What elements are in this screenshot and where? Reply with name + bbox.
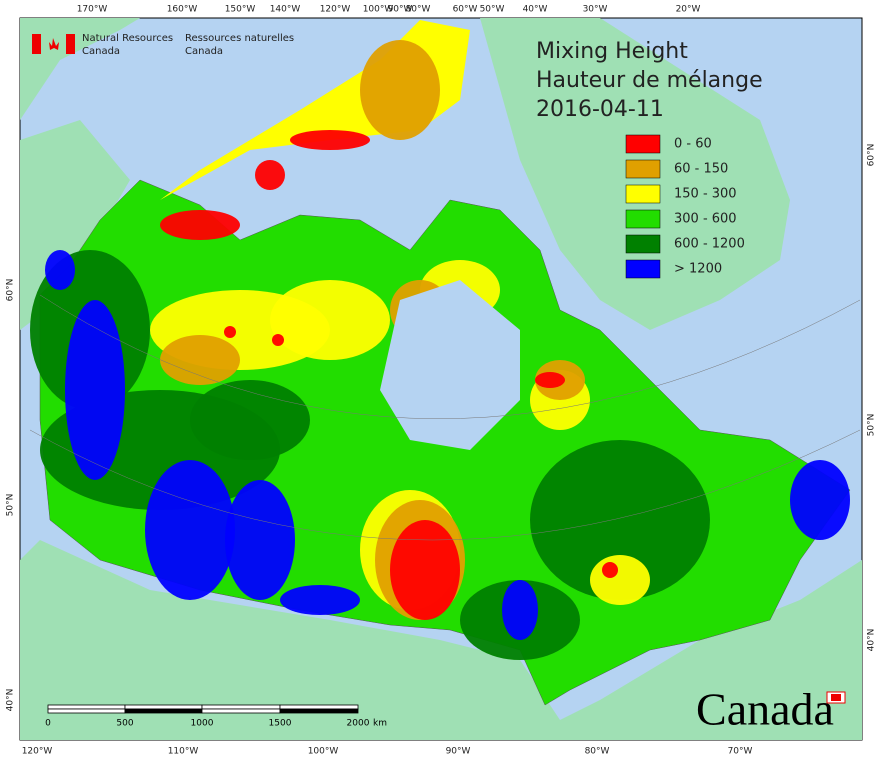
lon-label: 110°W (168, 747, 199, 757)
legend-swatch (625, 234, 661, 254)
wordmark: Canada (696, 684, 834, 735)
lon-label: 170°W (77, 5, 108, 15)
legend-label: 60 - 150 (674, 162, 728, 177)
lat-label: 60°N (6, 279, 16, 302)
legend-swatch (625, 184, 661, 204)
lon-label: 50°W (480, 5, 505, 15)
mixing-area (602, 562, 618, 578)
mixing-area (272, 334, 284, 346)
legend-swatch (625, 159, 661, 179)
agency-fr: Ressources naturelles (185, 33, 294, 44)
lon-label: 120°W (22, 747, 53, 757)
map-title: Mixing Height (536, 39, 688, 64)
scale-label: 1000 (191, 719, 214, 729)
scale-segment (124, 708, 203, 714)
wordmark-flag-leaf (831, 694, 841, 701)
mixing-area (224, 326, 236, 338)
lon-label: 160°W (167, 5, 198, 15)
mixing-area (270, 280, 390, 360)
scale-segment (47, 704, 126, 710)
mixing-area (45, 250, 75, 290)
mixing-area (790, 460, 850, 540)
legend-swatch (625, 259, 661, 279)
scale-label: 1500 (269, 719, 292, 729)
lon-label: 90°W (388, 5, 413, 15)
mixing-area (390, 520, 460, 620)
scale-segment (201, 704, 281, 710)
scale-label: 0 (45, 719, 51, 729)
map-title: 2016-04-11 (536, 97, 664, 122)
mixing-area (530, 440, 710, 600)
lon-label: 90°W (446, 747, 471, 757)
mixing-area (502, 580, 538, 640)
lon-label: 60°W (453, 5, 478, 15)
lon-label: 100°W (363, 5, 394, 15)
lon-label: 80°W (585, 747, 610, 757)
usa-land (20, 540, 862, 740)
scale-label: 2000 (347, 719, 370, 729)
flag-bar (32, 34, 41, 54)
agency-en: Natural Resources (82, 33, 173, 44)
graticule (29, 294, 861, 541)
mixing-area (280, 585, 360, 615)
mixing-area (360, 40, 440, 140)
lon-label: 150°W (225, 5, 256, 15)
scale-segment (201, 708, 281, 714)
legend-label: > 1200 (674, 262, 722, 277)
flag-leaf (49, 38, 59, 50)
scale-label: 500 (116, 719, 133, 729)
mixing-area (290, 130, 370, 150)
lat-label: 60°N (867, 144, 877, 167)
scale-unit: km (373, 719, 387, 729)
mixing-area (145, 460, 235, 600)
lon-label: 120°W (320, 5, 351, 15)
scale-segment (279, 704, 359, 710)
scale-segment (47, 708, 126, 714)
mixing-area (160, 210, 240, 240)
legend-label: 0 - 60 (674, 137, 712, 152)
lon-label: 30°W (583, 5, 608, 15)
lon-label: 70°W (728, 747, 753, 757)
lat-label: 50°N (6, 494, 16, 517)
agency-fr: Canada (185, 46, 223, 57)
lon-label: 40°W (523, 5, 548, 15)
legend-swatch (625, 134, 661, 154)
lon-label: 80°W (406, 5, 431, 15)
hudson-bay (380, 280, 520, 450)
legend-label: 300 - 600 (674, 212, 737, 227)
lat-label: 40°N (867, 629, 877, 652)
mixing-area (590, 555, 650, 605)
agency-en: Canada (82, 46, 120, 57)
scale-segment (124, 704, 203, 710)
legend-label: 150 - 300 (674, 187, 737, 202)
legend-swatch (625, 209, 661, 229)
map-title: Hauteur de mélange (536, 68, 763, 93)
lon-label: 140°W (270, 5, 301, 15)
mixing-area (535, 372, 565, 388)
lon-label: 20°W (676, 5, 701, 15)
mixing-area (255, 160, 285, 190)
lon-label: 100°W (308, 747, 339, 757)
lat-label: 40°N (6, 689, 16, 712)
mixing-area (65, 300, 125, 480)
mixing-area (160, 335, 240, 385)
mixing-area (225, 480, 295, 600)
lat-label: 50°N (867, 414, 877, 437)
flag-bar (66, 34, 75, 54)
legend-label: 600 - 1200 (674, 237, 745, 252)
scale-segment (279, 708, 359, 714)
